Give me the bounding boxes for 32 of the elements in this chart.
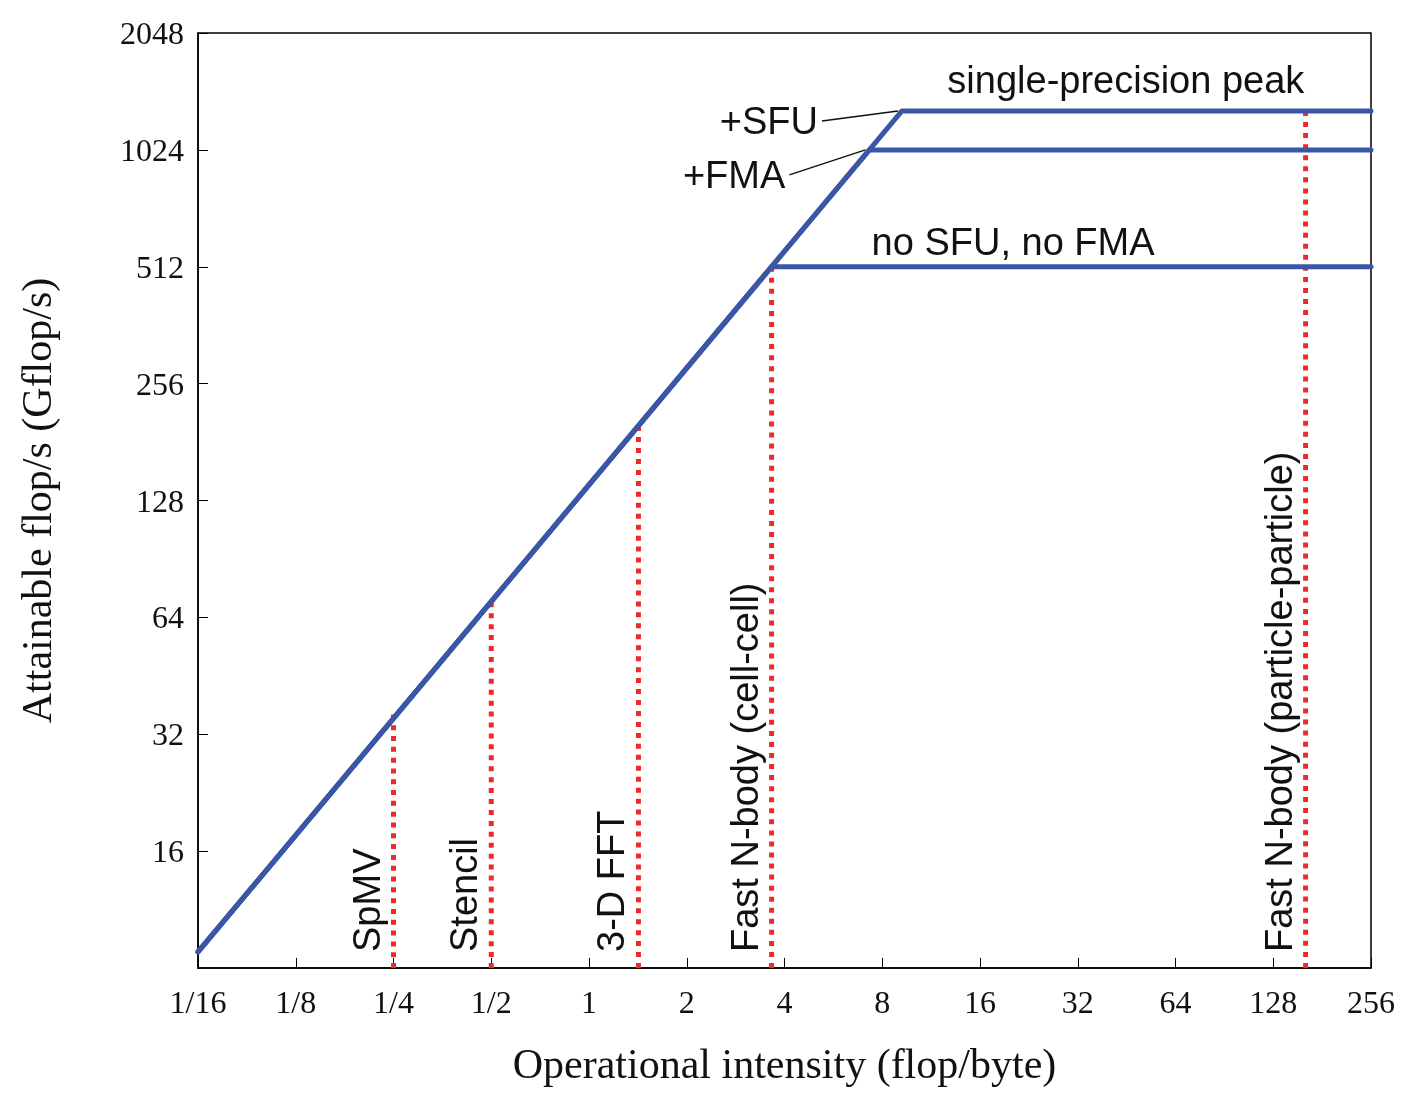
text: Fast N-body (cell-cell) (723, 582, 766, 952)
x-axis-title: Operational intensity (flop/byte) (512, 1041, 1057, 1088)
series-label: no SFU, no FMA (871, 220, 1156, 263)
y-tick-label: 32 (152, 716, 184, 753)
x-tick-label: 8 (874, 984, 891, 1020)
y-tick-label: 1024 (120, 131, 184, 168)
x-tick-label: 16 (964, 984, 996, 1020)
text: SpMV (345, 847, 388, 952)
x-tick-label: 2 (678, 984, 695, 1020)
annotation: single-precision peak (947, 58, 1306, 101)
y-tick-label: 16 (152, 833, 184, 870)
text: 3-D FFT (590, 810, 633, 952)
text: Stencil (443, 837, 486, 952)
x-tick-label: 1/16 (169, 984, 227, 1020)
x-tick-label: 1/4 (373, 984, 414, 1020)
x-tick-label: 32 (1061, 984, 1094, 1020)
x-tick-label: 256 (1347, 984, 1395, 1020)
x-tick-label: 64 (1159, 984, 1192, 1020)
text: Fast N-body (particle-particle) (1257, 451, 1300, 952)
x-tick-label: 1 (581, 984, 597, 1020)
y-tick-label: 128 (136, 482, 184, 519)
y-tick-label: 2048 (120, 15, 184, 51)
y-tick-label: 256 (136, 365, 184, 402)
series-label: +FMA (682, 153, 786, 196)
x-tick-label: 1/2 (470, 984, 512, 1020)
x-tick-label: 1/8 (275, 984, 317, 1020)
y-tick-label: 64 (152, 599, 184, 636)
series-label: +SFU (719, 99, 818, 142)
x-tick-label: 4 (776, 984, 793, 1020)
y-axis-title: Attainable flop/s (Gflop/s) (14, 277, 61, 724)
x-tick-label: 128 (1249, 984, 1298, 1020)
y-tick-label: 512 (136, 248, 184, 285)
